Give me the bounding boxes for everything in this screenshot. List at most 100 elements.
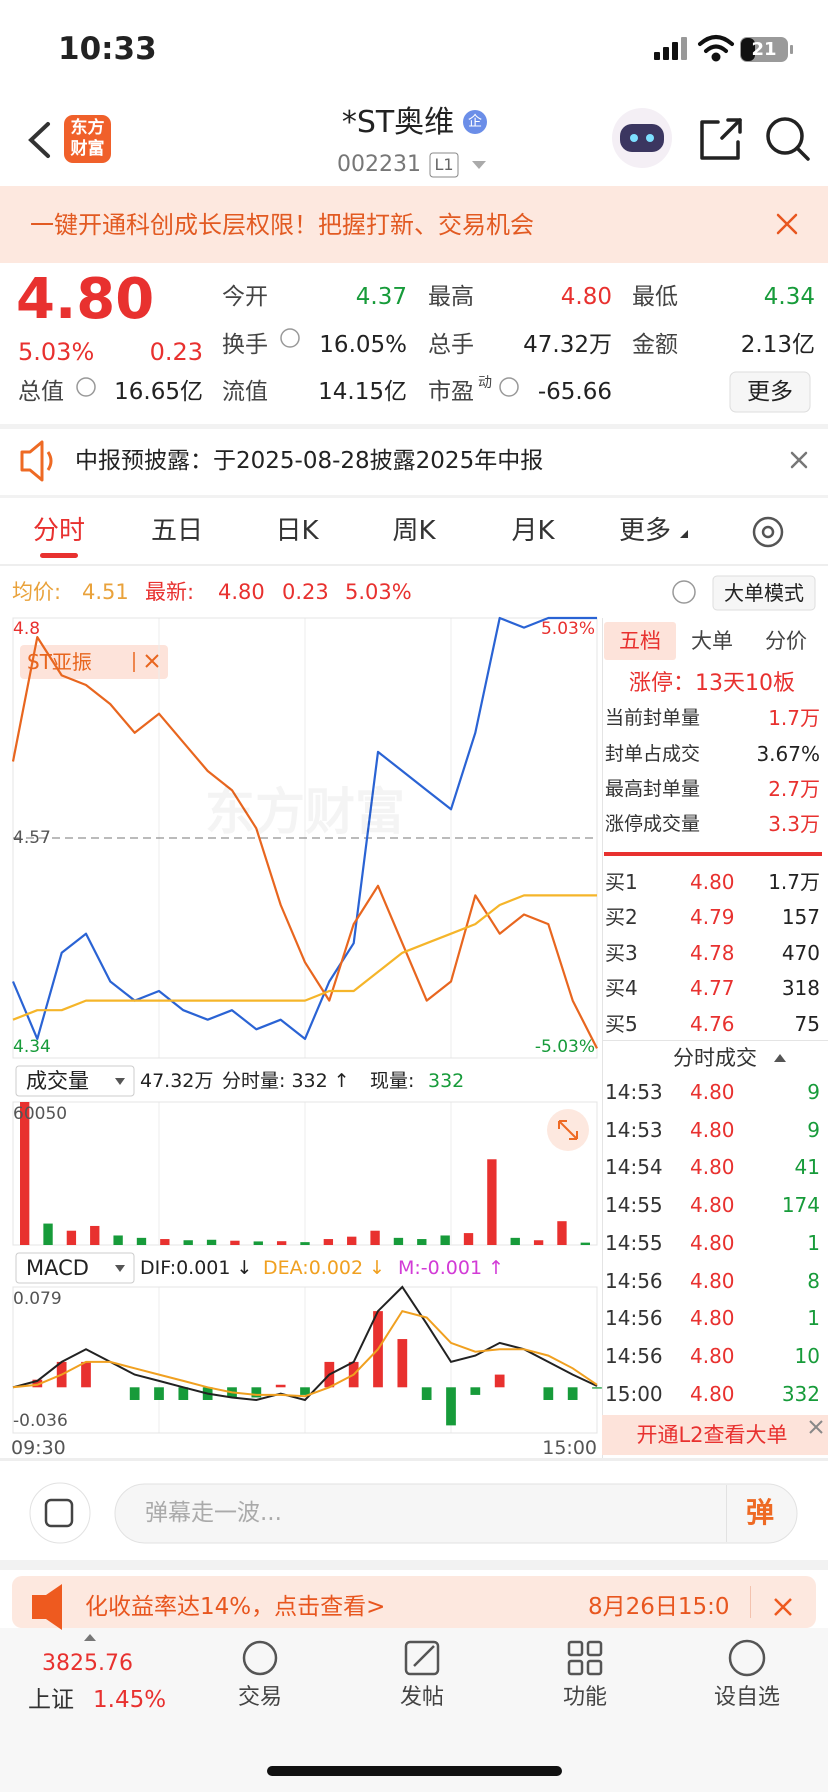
- mode-button[interactable]: 大单模式: [724, 581, 804, 605]
- ad-bg: [12, 1576, 816, 1628]
- volume-bar: [43, 1223, 53, 1245]
- field-value: 4.34: [763, 284, 815, 310]
- trade-price: 4.80: [690, 1230, 735, 1255]
- volume-header-item: 47.32万: [140, 1070, 214, 1092]
- indicator-selector[interactable]: [15, 1252, 135, 1284]
- y-tick-label: 4.8: [13, 619, 41, 639]
- field-value: 4.37: [355, 284, 407, 310]
- last-label: 最新:: [145, 580, 195, 604]
- cta-close[interactable]: [809, 1420, 823, 1434]
- field-value: 47.32万: [523, 332, 612, 358]
- chart-title[interactable]: 成交量: [26, 1069, 89, 1093]
- more-button-bg[interactable]: [729, 371, 811, 413]
- nav-item[interactable]: 交易: [237, 1685, 282, 1710]
- book-tab[interactable]: 大单: [691, 629, 733, 653]
- more-button[interactable]: 更多: [747, 379, 793, 405]
- volume-selector[interactable]: [15, 1065, 135, 1097]
- volume-bar: [90, 1225, 100, 1245]
- back-button[interactable]: [28, 122, 50, 158]
- comment-placeholder[interactable]: 弹幕走一波...: [145, 1500, 282, 1526]
- ad-text[interactable]: 化收益率达14%，点击查看>: [85, 1594, 386, 1620]
- settings-button[interactable]: [752, 516, 784, 548]
- bid-price: 4.79: [690, 905, 735, 929]
- y-tick-label: -0.036: [13, 1411, 68, 1431]
- legend-label[interactable]: ST亚振: [27, 650, 92, 674]
- bid-label: 买4: [605, 976, 638, 1000]
- notice-close[interactable]: [790, 451, 808, 469]
- trade-time: 14:55: [605, 1193, 663, 1218]
- info-icon[interactable]: [76, 328, 519, 397]
- home-indicator: [267, 1766, 562, 1776]
- bid-label: 买2: [605, 905, 638, 929]
- share-button[interactable]: [700, 118, 742, 160]
- tab-selected-bg: [604, 622, 676, 660]
- volume-bar: [20, 1102, 30, 1245]
- tab[interactable]: 日K: [275, 516, 319, 546]
- macd-bar: [446, 1387, 456, 1426]
- change-pct-value: 5.03%: [345, 580, 412, 604]
- index-up-icon: [84, 1634, 96, 1641]
- ad-divider: [750, 1586, 751, 1618]
- field-label: 总手: [428, 332, 474, 358]
- chart-title[interactable]: MACD: [26, 1256, 89, 1280]
- nav-item[interactable]: 设自选: [713, 1685, 780, 1710]
- ad-close[interactable]: [774, 1598, 792, 1616]
- book-divider: [604, 852, 822, 856]
- tab[interactable]: 周K: [392, 516, 436, 546]
- tab[interactable]: 更多: [618, 516, 671, 546]
- macd-bar: [300, 1387, 310, 1395]
- bid-price: 4.77: [690, 976, 735, 1000]
- mode-button-bg[interactable]: [712, 575, 816, 611]
- macd-bar: [129, 1387, 140, 1400]
- trade-volume: 1: [807, 1230, 820, 1255]
- book-tab[interactable]: 分价: [765, 629, 807, 653]
- assistant-face: [620, 124, 664, 152]
- volume-bar: [580, 1242, 590, 1245]
- help-icon[interactable]: [672, 580, 696, 604]
- bid-price: 4.78: [690, 941, 735, 965]
- indicator-label: DIF:0.001 ↓: [140, 1257, 253, 1279]
- compare-tag-close[interactable]: [145, 654, 159, 668]
- last-value: 4.80: [218, 580, 265, 604]
- trade-time: 14:56: [605, 1268, 663, 1293]
- compare-tag[interactable]: [20, 645, 168, 679]
- macd-bar: [494, 1374, 505, 1388]
- nav-item[interactable]: 功能: [562, 1685, 607, 1710]
- tab-more-icon: [680, 530, 688, 538]
- battery-tip: [790, 45, 793, 54]
- index-value[interactable]: 3825.76: [42, 1651, 133, 1676]
- book-tab[interactable]: 五档: [619, 629, 661, 653]
- macd-bar: [592, 1387, 602, 1389]
- field-label: 总值: [18, 379, 64, 405]
- bid-volume: 157: [781, 905, 820, 929]
- danmaku-button[interactable]: 弹: [745, 1496, 774, 1529]
- l2-cta[interactable]: 开通L2查看大单: [636, 1423, 788, 1447]
- tab[interactable]: 五日: [150, 516, 203, 546]
- cta-bg[interactable]: [602, 1415, 828, 1455]
- banner-text[interactable]: 一键开通科创成长层权限！把握打新、交易机会: [30, 211, 534, 239]
- comment-input[interactable]: [114, 1483, 798, 1544]
- tab[interactable]: 月K: [511, 516, 555, 546]
- comment-icon-button[interactable]: [29, 1482, 91, 1544]
- volume-bar: [136, 1237, 147, 1245]
- macd-bar: [178, 1387, 189, 1400]
- battery-level-bar: [741, 38, 755, 61]
- macd-bar: [421, 1387, 432, 1400]
- volume-bar: [183, 1240, 193, 1245]
- x-tick-label: 15:00: [542, 1437, 597, 1459]
- tab[interactable]: 分时: [32, 516, 85, 546]
- volume-header-item: 332: [428, 1070, 465, 1092]
- trade-price: 4.80: [690, 1193, 735, 1218]
- search-button[interactable]: [766, 117, 810, 161]
- dropdown-icon[interactable]: [472, 161, 486, 169]
- volume-bar: [370, 1230, 380, 1245]
- x-tick-label: 09:30: [11, 1437, 66, 1459]
- nav-item[interactable]: 发帖: [399, 1685, 444, 1710]
- level-box: [429, 152, 459, 178]
- trade-time: 14:53: [605, 1080, 663, 1104]
- trade-volume: 9: [807, 1117, 820, 1142]
- macd-bar: [543, 1387, 554, 1400]
- banner-close[interactable]: [776, 213, 798, 235]
- book-stat-label: 封单占成交: [605, 743, 701, 765]
- macd-bar: [81, 1361, 91, 1388]
